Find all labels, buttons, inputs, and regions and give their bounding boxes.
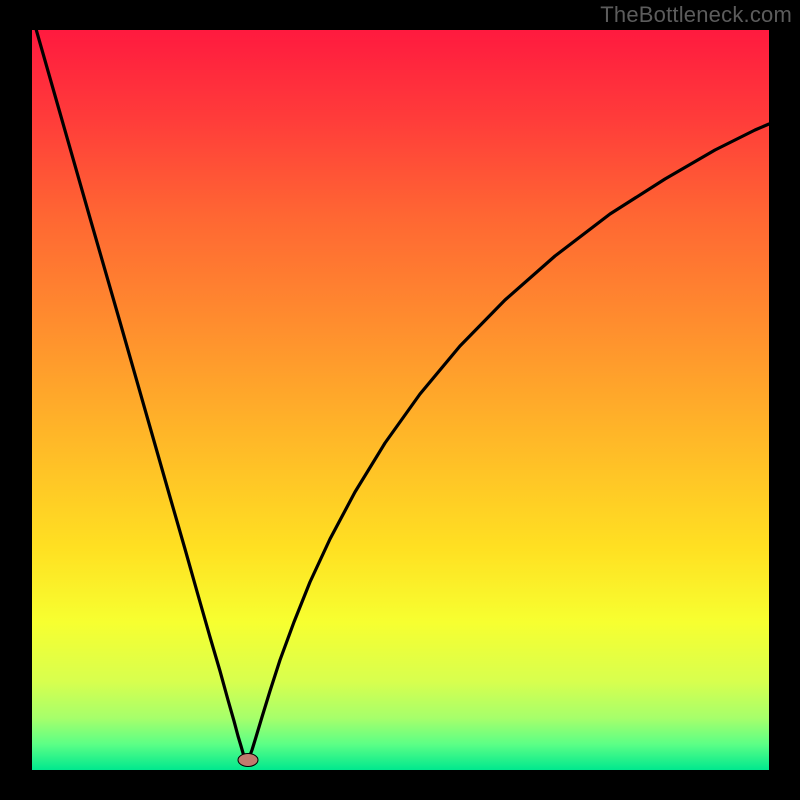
- optimum-marker: [238, 754, 258, 767]
- chart-frame: TheBottleneck.com: [0, 0, 800, 800]
- watermark-text: TheBottleneck.com: [600, 2, 792, 28]
- chart-svg: [0, 0, 800, 800]
